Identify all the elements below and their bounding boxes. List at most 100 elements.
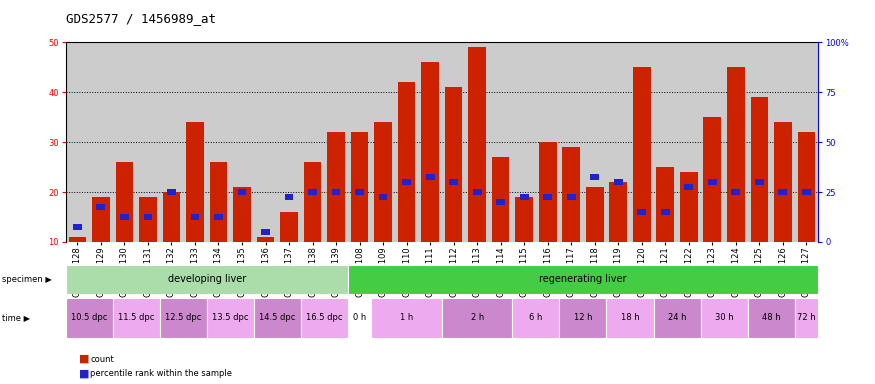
Text: ■: ■ [79,354,89,364]
Bar [732,189,740,195]
Bar [327,132,345,242]
Bar [496,199,505,205]
Bar [559,298,606,338]
Bar [492,157,509,242]
Bar [680,172,697,242]
Text: 18 h: 18 h [620,313,640,322]
Bar [755,179,764,185]
Text: 30 h: 30 h [715,313,733,322]
Bar [421,62,439,242]
Bar [210,162,228,242]
Bar [539,142,556,242]
Text: 48 h: 48 h [762,313,780,322]
Bar [586,187,604,242]
Bar [191,214,200,220]
Text: 12.5 dpc: 12.5 dpc [165,313,201,322]
Bar [567,194,576,200]
Text: count: count [90,354,114,364]
Bar [704,117,721,242]
Bar [701,298,747,338]
Text: GDS2577 / 1456989_at: GDS2577 / 1456989_at [66,12,215,25]
Bar [167,189,176,195]
Bar [656,167,674,242]
Bar [379,194,388,200]
Bar [606,298,654,338]
Bar [797,132,816,242]
Bar [348,265,818,294]
Bar [186,122,204,242]
Text: regenerating liver: regenerating liver [539,274,626,285]
Bar [68,237,87,242]
Bar [449,179,458,185]
Bar [520,194,528,200]
Bar [609,182,627,242]
Bar [473,189,481,195]
Bar [116,162,133,242]
Bar [66,265,348,294]
Bar [139,197,157,242]
Bar [96,204,105,210]
Bar [637,209,646,215]
Bar [280,212,298,242]
Bar [543,194,552,200]
Bar [398,82,416,242]
Bar [513,298,559,338]
Bar [684,184,693,190]
Bar [779,189,788,195]
Bar [233,187,251,242]
Bar [654,298,701,338]
Bar [304,162,321,242]
Bar [92,197,109,242]
Text: 6 h: 6 h [529,313,542,322]
Bar [444,87,463,242]
Bar [113,298,160,338]
Bar [144,214,152,220]
Text: 0 h: 0 h [353,313,367,322]
Bar [254,298,301,338]
Bar [708,179,717,185]
Bar [563,147,580,242]
Bar [802,189,811,195]
Bar [794,298,818,338]
Text: specimen ▶: specimen ▶ [2,275,52,284]
Text: 12 h: 12 h [574,313,592,322]
Bar [633,67,651,242]
Bar [591,174,599,180]
Bar [371,298,442,338]
Bar [301,298,348,338]
Text: time ▶: time ▶ [2,313,30,322]
Bar [284,194,293,200]
Bar [426,174,435,180]
Text: percentile rank within the sample: percentile rank within the sample [90,369,232,378]
Bar [238,189,247,195]
Bar [163,192,180,242]
Bar [442,298,513,338]
Text: 13.5 dpc: 13.5 dpc [212,313,248,322]
Bar [120,214,129,220]
Bar [751,97,768,242]
Text: 16.5 dpc: 16.5 dpc [306,313,342,322]
Bar [374,122,392,242]
Bar [355,189,364,195]
Text: 14.5 dpc: 14.5 dpc [259,313,296,322]
Bar [206,298,254,338]
Bar [661,209,669,215]
Bar [774,122,792,242]
Text: 2 h: 2 h [471,313,484,322]
Bar [614,179,623,185]
Bar [73,224,81,230]
Bar [468,47,486,242]
Bar [214,214,223,220]
Text: 10.5 dpc: 10.5 dpc [71,313,108,322]
Bar [308,189,317,195]
Text: 24 h: 24 h [668,313,686,322]
Bar [256,237,275,242]
Bar [351,132,368,242]
Bar [515,197,533,242]
Text: developing liver: developing liver [168,274,246,285]
Text: 72 h: 72 h [797,313,816,322]
Bar [261,229,270,235]
Bar [332,189,340,195]
Bar [66,298,113,338]
Bar [747,298,794,338]
